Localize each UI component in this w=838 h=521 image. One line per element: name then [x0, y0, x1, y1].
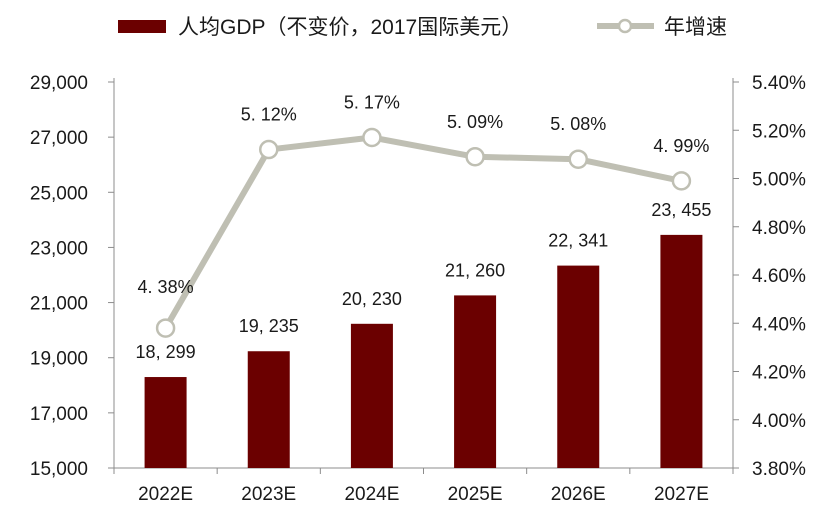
- gdp-bar-label: 19, 235: [239, 316, 299, 336]
- growth-point-label: 5. 17%: [344, 92, 400, 112]
- gdp-bar: [660, 234, 703, 468]
- x-tick-label: 2022E: [138, 484, 193, 505]
- legend-label-growth: 年增速: [664, 16, 727, 39]
- growth-point-label: 5. 08%: [550, 114, 606, 134]
- growth-point: [155, 318, 176, 338]
- right-tick-label: 5.00%: [752, 170, 806, 191]
- legend-swatch-growth-marker: [617, 18, 633, 34]
- gdp-bar: [144, 377, 187, 468]
- gdp-bar-label: 21, 260: [445, 260, 505, 280]
- legend-label-gdp: 人均GDP（不变价，2017国际美元）: [178, 16, 522, 39]
- left-tick-label: 21,000: [30, 294, 88, 315]
- left-tick-label: 25,000: [30, 183, 88, 204]
- gdp-bar-label: 20, 230: [342, 289, 402, 309]
- growth-point: [671, 171, 692, 191]
- x-tick-label: 2026E: [551, 484, 606, 505]
- left-tick-label: 17,000: [30, 404, 88, 425]
- growth-line: [162, 134, 683, 330]
- legend-swatch-gdp: [118, 20, 166, 33]
- gdp-bar: [247, 351, 290, 468]
- left-tick-label: 23,000: [30, 238, 88, 259]
- gdp-bar: [350, 323, 393, 468]
- growth-point: [465, 147, 485, 167]
- growth-point: [568, 149, 588, 169]
- gdp-bar-label: 18, 299: [136, 342, 196, 362]
- growth-point-label: 4. 38%: [138, 277, 194, 297]
- x-tick-label: 2027E: [654, 484, 709, 505]
- growth-point-label: 5. 12%: [241, 105, 297, 125]
- x-tick-label: 2024E: [344, 484, 399, 505]
- right-tick-label: 4.40%: [752, 314, 806, 335]
- gdp-bar: [557, 265, 600, 468]
- growth-point-label: 5. 09%: [447, 112, 503, 132]
- gdp-bar-label: 23, 455: [651, 200, 711, 220]
- gdp-bar: [454, 295, 497, 468]
- x-tick-label: 2023E: [241, 484, 296, 505]
- gdp-bar-label: 22, 341: [548, 231, 608, 251]
- right-tick-label: 4.60%: [752, 266, 806, 287]
- x-tick-label: 2025E: [448, 484, 503, 505]
- right-tick-label: 4.80%: [752, 218, 806, 239]
- left-tick-label: 15,000: [30, 459, 88, 480]
- right-tick-label: 5.20%: [752, 121, 806, 142]
- growth-point-label: 4. 99%: [653, 136, 709, 156]
- right-tick-label: 4.00%: [752, 411, 806, 432]
- right-tick-label: 5.40%: [752, 73, 806, 94]
- left-tick-label: 19,000: [30, 349, 88, 370]
- left-tick-label: 27,000: [30, 128, 88, 149]
- left-tick-label: 29,000: [30, 73, 88, 94]
- growth-point: [362, 127, 382, 148]
- right-tick-label: 4.20%: [752, 363, 806, 384]
- growth-point: [259, 139, 279, 160]
- right-tick-label: 3.80%: [752, 459, 806, 480]
